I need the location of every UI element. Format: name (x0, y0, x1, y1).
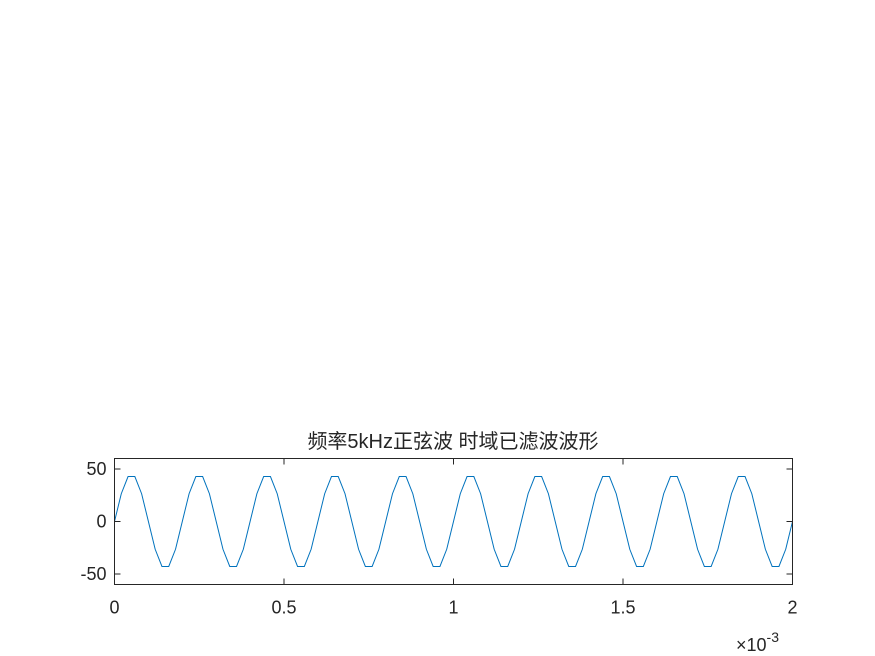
y-tick-label: 50 (86, 459, 106, 479)
x-tick-label: 0.5 (271, 598, 296, 618)
series-line (114, 476, 792, 567)
y-tick-label: 0 (96, 512, 106, 532)
x-tick-label: 0 (109, 598, 119, 618)
x-axis-exponent-power: -3 (767, 629, 780, 645)
chart-title: 频率5kHz正弦波 时域已滤波波形 (307, 430, 598, 453)
x-tick-label: 2 (787, 598, 797, 618)
x-axis-ticks: 0 0.5 1 1.5 2 (109, 458, 798, 618)
x-tick-label: 1 (448, 598, 458, 618)
x-axis-exponent-base: ×10 (736, 635, 767, 655)
x-tick-label: 1.5 (610, 598, 635, 618)
plot-area (114, 476, 792, 567)
y-axis-ticks: -50 0 50 (80, 459, 793, 584)
y-tick-label: -50 (80, 564, 106, 584)
x-axis-exponent-label: ×10-3 (736, 629, 779, 655)
